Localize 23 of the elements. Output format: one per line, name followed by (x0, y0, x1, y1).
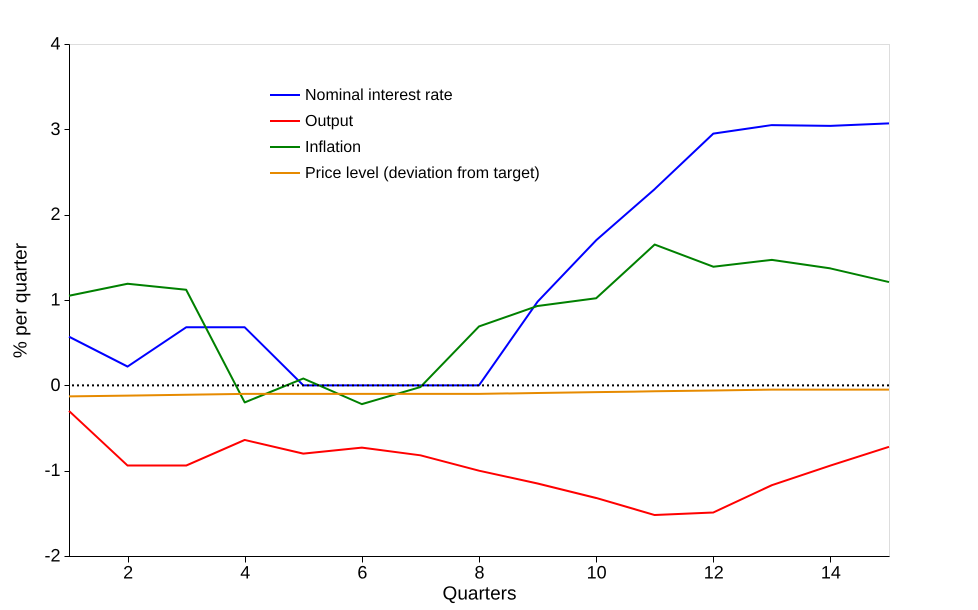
line-series (68, 388, 890, 398)
legend-label: Nominal interest rate (305, 87, 453, 104)
x-axis-title: Quarters (442, 584, 516, 604)
line-series (68, 410, 890, 516)
y-tick-label: 0 (50, 374, 60, 395)
x-tick-label: 12 (704, 562, 724, 582)
y-tick-label: 1 (50, 290, 60, 310)
x-tick-label: 8 (474, 562, 485, 582)
y-tick-label: -2 (44, 546, 60, 566)
legend-label: Price level (deviation from target) (305, 165, 540, 182)
line-series (68, 244, 890, 406)
y-tick-label: 2 (50, 204, 60, 224)
legend-label: Output (305, 113, 354, 130)
y-tick-label: 3 (50, 118, 60, 139)
y-tick-label: 4 (50, 34, 60, 54)
x-tick-label: 14 (820, 562, 841, 582)
y-axis-title: % per quarter (10, 242, 32, 358)
y-tick-label: -1 (44, 460, 60, 480)
x-tick-label: 2 (123, 562, 134, 582)
x-tick-label: 6 (357, 562, 368, 582)
x-tick-label: 10 (586, 562, 607, 582)
legend-label: Inflation (305, 139, 362, 156)
x-tick-label: 4 (240, 562, 250, 582)
